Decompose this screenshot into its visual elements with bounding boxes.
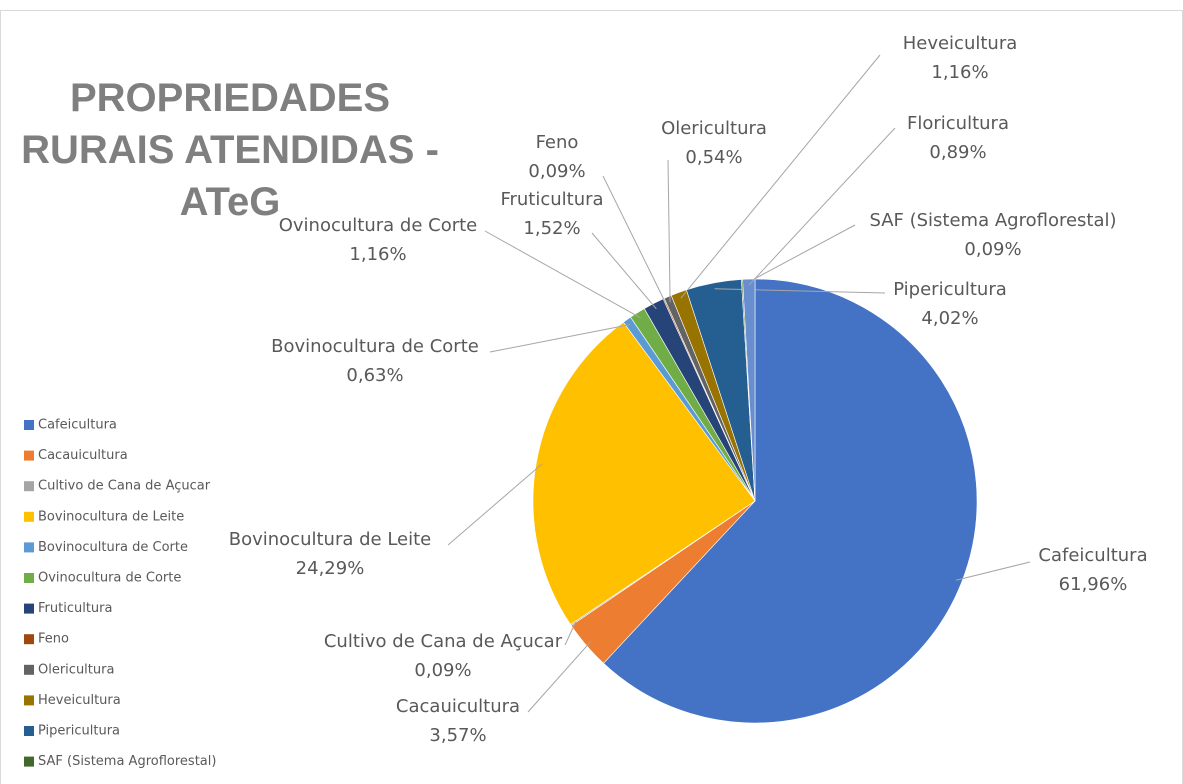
- leader-line: [484, 230, 641, 319]
- leader-line: [667, 159, 671, 303]
- data-label-value: 4,02%: [921, 308, 978, 329]
- legend-label: Cacauicultura: [38, 448, 128, 463]
- data-label-name: Cultivo de Cana de Açucar: [324, 631, 563, 652]
- data-label-value: 0,63%: [346, 365, 403, 386]
- data-label-value: 61,96%: [1059, 574, 1128, 595]
- data-label-name: Cacauicultura: [396, 696, 520, 717]
- data-label-name: Floricultura: [907, 113, 1009, 134]
- data-label-name: Olericultura: [661, 118, 767, 139]
- legend-swatch: [24, 756, 34, 767]
- legend-swatch: [24, 573, 34, 583]
- legend-swatch: [24, 481, 34, 492]
- legend-label: SAF (Sistema Agroflorestal): [38, 754, 216, 769]
- legend-label: Ovinocultura de Corte: [38, 571, 181, 586]
- data-label-name: Fruticultura: [500, 189, 603, 210]
- legend-label: Pipericultura: [38, 724, 120, 739]
- leader-line: [489, 324, 631, 353]
- chart-title: PROPRIEDADES RURAIS ATENDIDAS - ATeG: [21, 76, 439, 224]
- leader-line: [955, 561, 1031, 581]
- pie-slice: [532, 321, 756, 625]
- legend-swatch: [24, 542, 34, 553]
- legend-swatch: [24, 420, 34, 430]
- leader-line: [602, 175, 667, 305]
- leader-line: [447, 463, 543, 546]
- data-label-value: 1,52%: [523, 218, 580, 239]
- data-label-value: 1,16%: [931, 62, 988, 83]
- legend-label: Cultivo de Cana de Açucar: [38, 479, 211, 494]
- legend-label: Olericultura: [38, 662, 114, 677]
- legend-swatch: [24, 726, 34, 736]
- data-label-name: Pipericultura: [893, 279, 1007, 300]
- leader-line: [680, 54, 881, 299]
- legend-swatch: [24, 511, 34, 522]
- legend-label: Bovinocultura de Leite: [38, 509, 184, 524]
- legend-swatch: [24, 695, 34, 706]
- data-label-name: SAF (Sistema Agroflorestal): [869, 210, 1116, 231]
- leader-line: [591, 232, 657, 310]
- leader-line: [748, 127, 896, 286]
- legend-label: Feno: [38, 632, 69, 647]
- data-label-value: 0,09%: [964, 239, 1021, 260]
- legend-swatch: [24, 450, 34, 461]
- data-label-value: 0,54%: [685, 147, 742, 168]
- data-label-value: 0,09%: [414, 660, 471, 681]
- data-label-name: Bovinocultura de Corte: [271, 336, 479, 357]
- data-label-name: Ovinocultura de Corte: [279, 215, 478, 236]
- legend-label: Fruticultura: [38, 601, 112, 616]
- data-label-value: 24,29%: [296, 558, 365, 579]
- data-label-name: Feno: [536, 132, 579, 153]
- data-label-name: Heveicultura: [903, 33, 1018, 54]
- data-label-value: 0,09%: [528, 161, 585, 182]
- legend-label: Bovinocultura de Corte: [38, 540, 188, 555]
- legend-label: Heveicultura: [38, 693, 121, 708]
- data-label-value: 1,16%: [349, 244, 406, 265]
- pie-slice: [603, 278, 978, 724]
- legend-label: Cafeicultura: [38, 418, 117, 433]
- data-label-value: 3,57%: [429, 725, 486, 746]
- legend-swatch: [24, 634, 34, 645]
- data-label-name: Cafeicultura: [1038, 545, 1147, 566]
- leader-line: [564, 621, 577, 646]
- data-label-name: Bovinocultura de Leite: [229, 529, 432, 550]
- legend-swatch: [24, 603, 34, 614]
- leader-line: [527, 641, 592, 713]
- data-label-value: 0,89%: [929, 142, 986, 163]
- legend-swatch: [24, 664, 34, 675]
- leader-line: [742, 224, 856, 286]
